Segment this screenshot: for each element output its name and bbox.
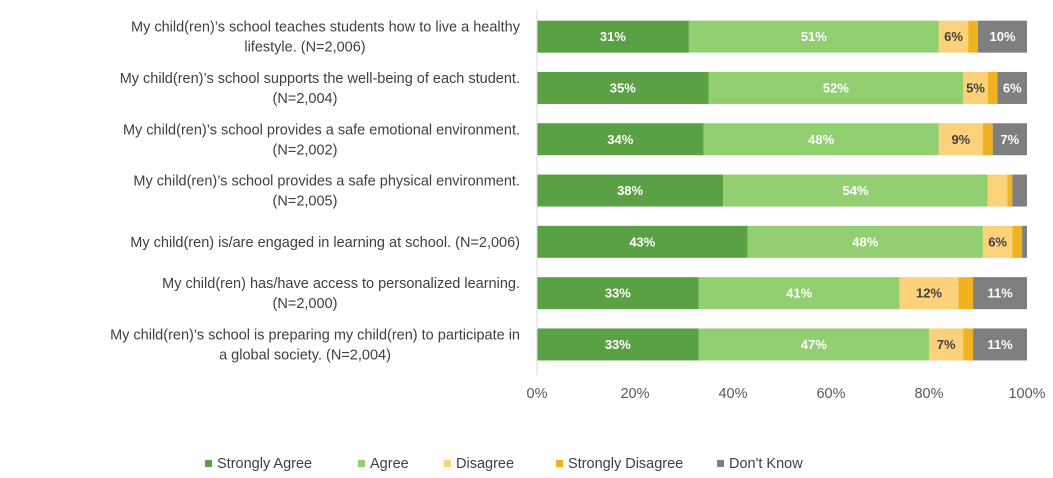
legend-label: Agree xyxy=(370,456,409,472)
data-label: 6% xyxy=(944,29,963,44)
bar-segment xyxy=(973,328,1027,361)
category-label: My child(ren)’s school supports the well… xyxy=(120,71,520,87)
x-tick-label: 20% xyxy=(620,386,649,402)
data-label: 38% xyxy=(617,183,643,198)
x-tick-label: 40% xyxy=(718,386,747,402)
data-label: 48% xyxy=(852,234,878,249)
category-label: a global society. (N=2,004) xyxy=(219,347,391,363)
legend-label: Strongly Agree xyxy=(217,456,312,472)
category-label: (N=2,005) xyxy=(273,194,338,210)
data-label: 52% xyxy=(823,80,849,95)
category-label: My child(ren) is/are engaged in learning… xyxy=(130,235,520,251)
data-label: 6% xyxy=(1003,80,1022,95)
bar-segment xyxy=(938,20,969,53)
data-label: 43% xyxy=(629,234,655,249)
bar-segment xyxy=(987,71,998,104)
bar-segment xyxy=(982,123,993,156)
category-label: (N=2,004) xyxy=(273,91,338,107)
category-label: My child(ren)’s school provides a safe p… xyxy=(133,174,520,190)
bar-segment xyxy=(537,71,709,104)
data-label: 11% xyxy=(987,337,1013,352)
data-label: 33% xyxy=(605,286,631,301)
bar-segment xyxy=(708,71,964,104)
bar-segment xyxy=(537,20,689,53)
legend-swatch xyxy=(556,460,563,467)
category-label: lifestyle. (N=2,006) xyxy=(244,40,365,56)
bar-segment xyxy=(537,174,724,207)
legend: Strongly Agree Agree Disagree Strongly Disa… xyxy=(205,456,803,472)
bar-segment xyxy=(703,123,939,156)
bar-segment xyxy=(537,328,699,361)
bar-segment xyxy=(929,328,964,361)
bar-segment xyxy=(978,20,1027,53)
bar-segment xyxy=(992,123,1027,156)
x-axis: 0% 20% 40% 60% 80% 100% xyxy=(527,10,1046,402)
bar-segment xyxy=(723,174,988,207)
bar-segment xyxy=(938,123,983,156)
bar-segment xyxy=(537,277,699,310)
data-label: 7% xyxy=(937,337,956,352)
legend-swatch xyxy=(717,460,724,467)
category-labels-group: My child(ren)’s school teaches students … xyxy=(110,20,521,364)
data-label: 51% xyxy=(801,29,827,44)
bar-segment xyxy=(1007,174,1013,207)
bar-segment xyxy=(698,328,929,361)
legend-label: Don't Know xyxy=(729,456,803,472)
bar-segment xyxy=(537,123,704,156)
bar-segment xyxy=(982,225,1013,258)
x-tick-label: 80% xyxy=(914,386,943,402)
bars-group: 31% 51% 6% 10% 35% 52% 5% 6% 34% 48% 9% 7% 38% 54% 43%… xyxy=(537,20,1027,361)
data-label: 11% xyxy=(987,286,1013,301)
bar-segment xyxy=(537,225,748,258)
category-label: My child(ren)’s school teaches students … xyxy=(131,20,521,36)
data-label: 9% xyxy=(951,132,970,147)
bar-segment xyxy=(963,328,974,361)
category-label: My child(ren)’s school provides a safe e… xyxy=(123,122,520,138)
x-tick-label: 100% xyxy=(1008,386,1045,402)
category-label: (N=2,002) xyxy=(273,142,338,158)
data-label: 54% xyxy=(842,183,868,198)
legend-swatch xyxy=(358,460,365,467)
bar-segment xyxy=(997,71,1027,104)
bar-segment xyxy=(1012,225,1023,258)
x-tick-label: 60% xyxy=(816,386,845,402)
bar-segment xyxy=(987,174,1008,207)
data-label: 33% xyxy=(605,337,631,352)
legend-label: Strongly Disagree xyxy=(568,456,683,472)
legend-swatch xyxy=(205,460,212,467)
data-label: 34% xyxy=(607,132,633,147)
data-label: 41% xyxy=(786,286,812,301)
bar-segment xyxy=(973,277,1027,310)
data-label: 6% xyxy=(988,234,1007,249)
bar-segment xyxy=(958,277,974,310)
data-label: 10% xyxy=(989,29,1015,44)
bar-segment xyxy=(899,277,959,310)
x-tick-label: 0% xyxy=(527,386,548,402)
bar-segment xyxy=(688,20,939,53)
data-label: 48% xyxy=(808,132,834,147)
bar-segment xyxy=(1012,174,1027,207)
bar-segment xyxy=(747,225,983,258)
data-label: 35% xyxy=(610,80,636,95)
legend-label: Disagree xyxy=(456,456,514,472)
data-label: 12% xyxy=(916,286,942,301)
legend-swatch xyxy=(444,460,451,467)
category-label: My child(ren)’s school is preparing my c… xyxy=(110,327,520,343)
bar-segment xyxy=(963,71,988,104)
data-label: 31% xyxy=(600,29,626,44)
category-label: (N=2,000) xyxy=(273,296,338,312)
data-label: 5% xyxy=(966,80,985,95)
bar-segment xyxy=(968,20,978,53)
data-label: 47% xyxy=(801,337,827,352)
bar-segment xyxy=(698,277,900,310)
bar-segment xyxy=(1022,225,1027,258)
data-label: 7% xyxy=(1000,132,1019,147)
category-label: My child(ren) has/have access to persona… xyxy=(162,276,520,292)
